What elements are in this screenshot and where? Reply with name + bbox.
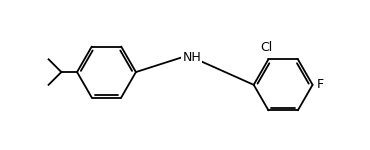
Text: NH: NH <box>182 51 201 64</box>
Text: Cl: Cl <box>260 41 273 54</box>
Text: F: F <box>316 78 324 91</box>
